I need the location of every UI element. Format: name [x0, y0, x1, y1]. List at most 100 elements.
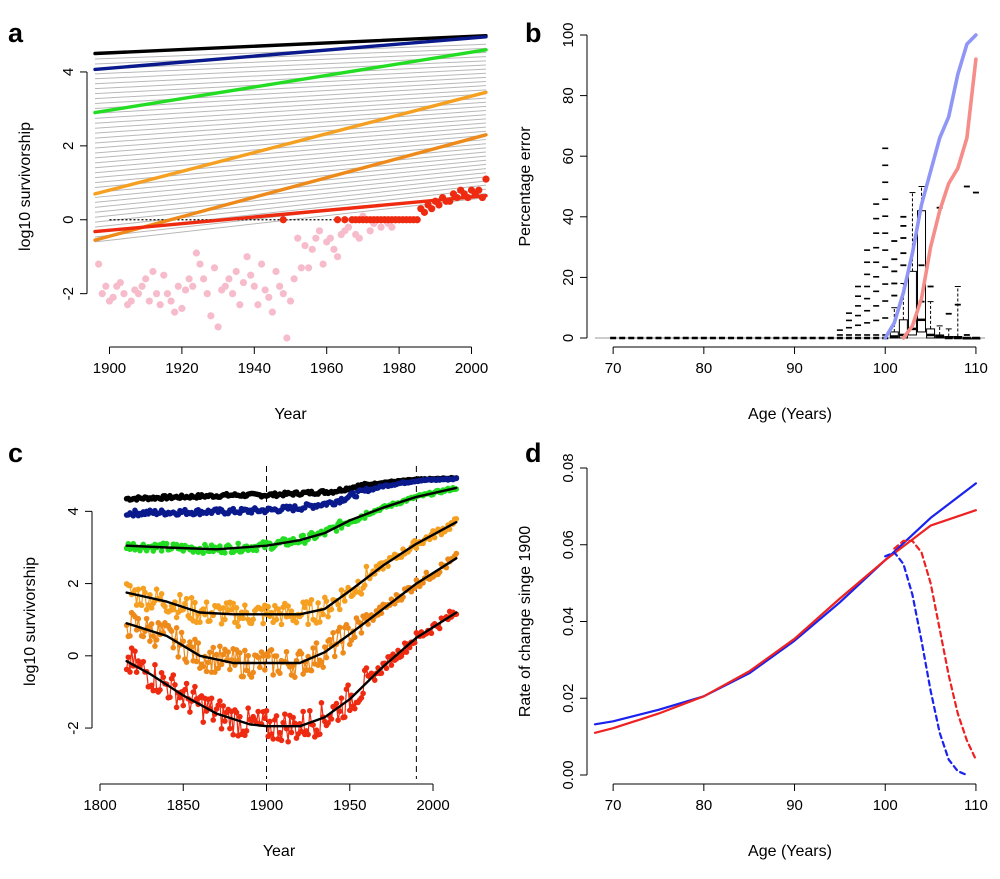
grey-projection-line [94, 143, 487, 179]
series-line-0 [593, 482, 978, 726]
pink-point [286, 297, 295, 305]
red-point [435, 201, 443, 209]
grey-projection-line [94, 110, 487, 139]
observed-point [162, 603, 168, 610]
x-tick-label: 2000 [455, 360, 488, 377]
x-tick-label: 1960 [310, 360, 343, 377]
observed-point [346, 707, 353, 714]
pink-point [167, 297, 175, 305]
observed-point [361, 515, 368, 521]
grey-projection-line [94, 47, 487, 65]
pink-point [312, 234, 320, 242]
pink-point [261, 286, 269, 294]
observed-point [330, 630, 336, 636]
observed-point [313, 640, 320, 646]
observed-point [232, 619, 238, 626]
observed-point [293, 619, 300, 626]
pink-point [138, 282, 146, 290]
pink-point [127, 297, 135, 305]
observed-point [265, 653, 271, 659]
observed-point [360, 690, 366, 697]
observed-point [305, 731, 311, 738]
observed-point [453, 550, 460, 557]
pink-point [250, 282, 258, 290]
red-point [475, 186, 483, 194]
observed-point [383, 665, 390, 672]
pink-point [225, 275, 233, 283]
grey-projection-line [94, 122, 487, 154]
pink-point [272, 267, 280, 276]
pink-point [189, 282, 197, 290]
observed-point [283, 648, 290, 655]
observed-point [243, 667, 250, 674]
observed-point [220, 605, 227, 611]
y-tick-label: 0 [65, 652, 82, 660]
panel-label-a: a [8, 18, 24, 48]
observed-point [152, 643, 158, 649]
box-101 [889, 331, 899, 339]
observed-point [288, 729, 295, 736]
observed-point [197, 619, 203, 626]
grey-projection-line [94, 72, 487, 95]
observed-point [250, 616, 256, 623]
pink-point [388, 223, 396, 231]
observed-point [127, 582, 133, 589]
observed-point [152, 661, 158, 668]
pink-point [149, 267, 157, 276]
observed-point [378, 670, 385, 676]
observed-point [147, 638, 153, 644]
pink-point [171, 308, 179, 316]
observed-point [300, 532, 306, 539]
pink-point [276, 282, 284, 290]
observed-point [341, 598, 348, 604]
pink-point [333, 253, 342, 261]
observed-point [388, 662, 395, 668]
y-tick-label: -2 [65, 721, 82, 734]
pink-point [196, 260, 204, 268]
observed-point [237, 713, 243, 720]
series-line-2 [93, 48, 488, 115]
observed-point [163, 540, 170, 547]
pink-point [152, 290, 161, 298]
observed-point [273, 616, 280, 623]
pink-point [247, 271, 255, 279]
observed-point [153, 586, 160, 593]
x-tick-label: 70 [605, 797, 622, 814]
observed-point [278, 737, 285, 744]
observed-point [140, 633, 147, 640]
grey-projection-line [94, 151, 487, 189]
grey-projection-line [94, 64, 487, 85]
y-axis-label: log10 survivorship [22, 557, 39, 686]
observed-point [328, 716, 335, 722]
observed-point [237, 650, 243, 656]
pink-point [109, 293, 117, 301]
smooth-trend-3 [125, 521, 458, 616]
pink-point [290, 275, 298, 283]
observed-point [213, 651, 220, 658]
observed-point [358, 630, 365, 636]
observed-point [436, 625, 443, 632]
observed-point [183, 680, 190, 687]
observed-point [203, 668, 210, 675]
observed-point [170, 672, 177, 678]
observed-point [217, 643, 223, 650]
red-point [279, 216, 287, 224]
observed-point [170, 644, 177, 651]
y-tick-label: 20 [560, 269, 577, 286]
pink-point [297, 264, 305, 272]
observed-point [325, 720, 331, 726]
observed-point [178, 629, 185, 636]
pink-point [98, 290, 106, 298]
observed-point [255, 708, 261, 715]
observed-point [228, 606, 235, 613]
observed-point [321, 644, 328, 650]
observed-point [358, 591, 365, 597]
red-point [420, 208, 429, 216]
pink-point [344, 223, 353, 231]
y-tick-label: 2 [60, 142, 77, 150]
observed-point [200, 719, 207, 725]
pink-point [330, 245, 338, 253]
observed-point [227, 666, 233, 673]
pink-point [214, 323, 222, 331]
observed-point [316, 731, 323, 737]
